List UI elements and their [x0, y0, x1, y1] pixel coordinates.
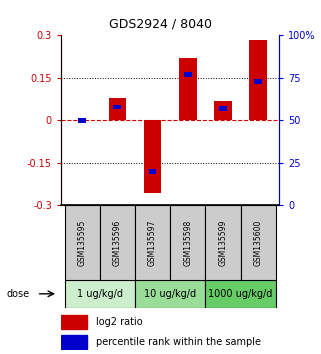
- Text: GSM135597: GSM135597: [148, 219, 157, 266]
- Text: GSM135599: GSM135599: [218, 219, 228, 266]
- Text: log2 ratio: log2 ratio: [96, 317, 143, 327]
- FancyBboxPatch shape: [65, 280, 135, 308]
- Bar: [61, 335, 87, 348]
- FancyBboxPatch shape: [100, 205, 135, 280]
- Text: 10 ug/kg/d: 10 ug/kg/d: [144, 289, 196, 299]
- Text: dose: dose: [6, 289, 30, 299]
- FancyBboxPatch shape: [170, 205, 205, 280]
- Bar: [219, 106, 227, 111]
- Bar: [113, 104, 121, 109]
- Bar: [78, 118, 86, 122]
- Bar: [179, 58, 196, 120]
- Bar: [61, 315, 87, 329]
- FancyBboxPatch shape: [65, 205, 100, 280]
- Bar: [149, 169, 156, 173]
- Text: GSM135595: GSM135595: [78, 219, 87, 266]
- Text: 1 ug/kg/d: 1 ug/kg/d: [77, 289, 123, 299]
- FancyBboxPatch shape: [205, 280, 276, 308]
- Bar: [254, 79, 262, 84]
- Bar: [184, 72, 192, 77]
- Bar: [108, 98, 126, 120]
- Text: GDS2924 / 8040: GDS2924 / 8040: [109, 18, 212, 31]
- Text: GSM135600: GSM135600: [254, 219, 263, 266]
- FancyBboxPatch shape: [205, 205, 240, 280]
- FancyBboxPatch shape: [135, 280, 205, 308]
- FancyBboxPatch shape: [240, 205, 276, 280]
- Bar: [249, 40, 267, 120]
- Text: GSM135598: GSM135598: [183, 219, 192, 266]
- Text: GSM135596: GSM135596: [113, 219, 122, 266]
- Text: percentile rank within the sample: percentile rank within the sample: [96, 337, 261, 347]
- FancyBboxPatch shape: [135, 205, 170, 280]
- Text: 1000 ug/kg/d: 1000 ug/kg/d: [208, 289, 273, 299]
- Bar: [214, 101, 232, 120]
- Bar: [144, 120, 161, 193]
